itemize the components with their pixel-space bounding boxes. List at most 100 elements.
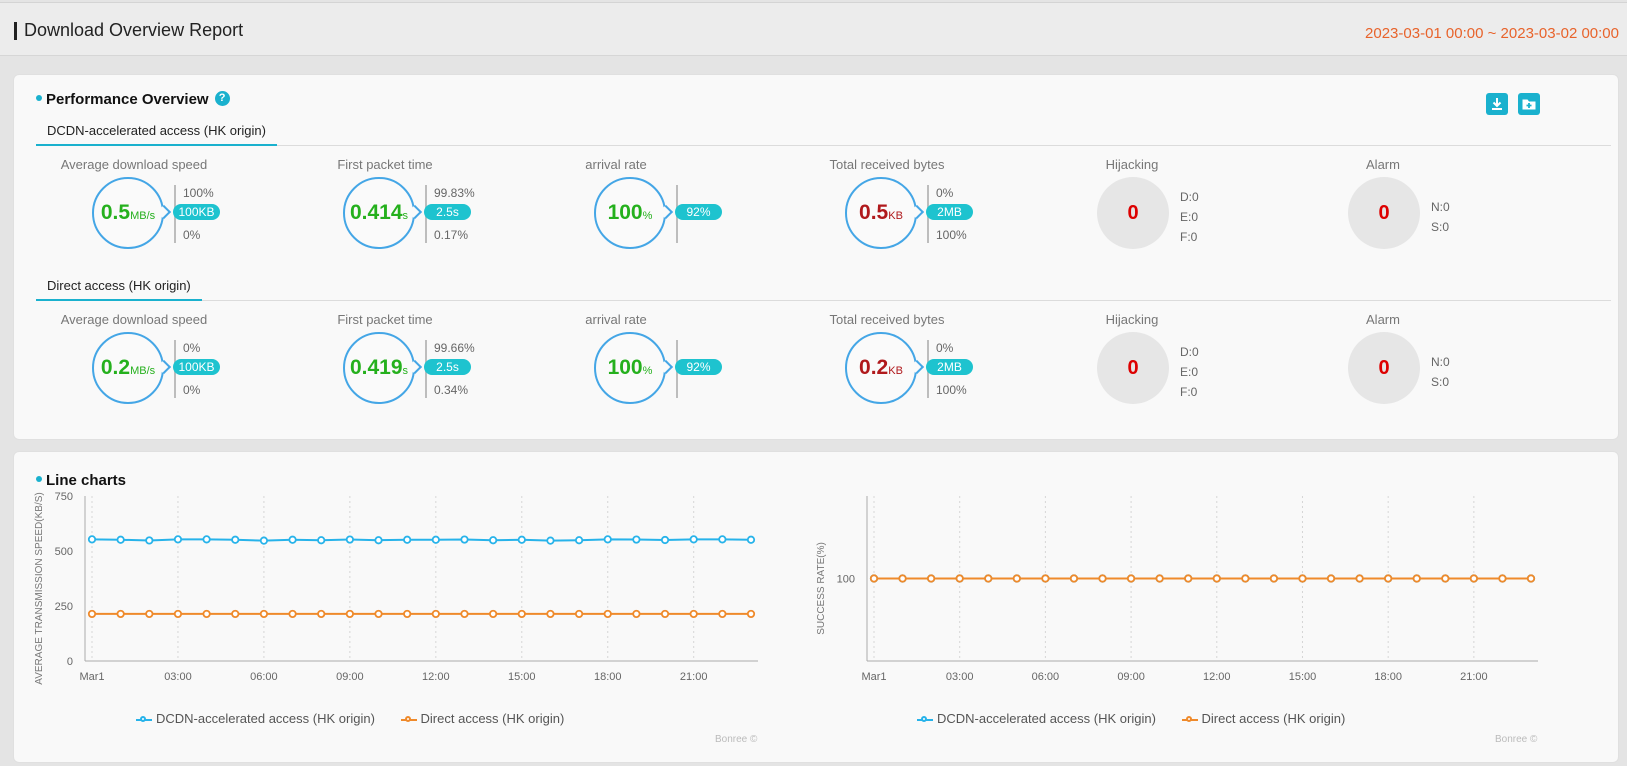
data-point: [1212, 574, 1221, 583]
page-title: Download Overview Report: [24, 20, 244, 40]
tab-dcdn-accelerated[interactable]: DCDN-accelerated access (HK origin): [36, 121, 1611, 146]
above-threshold-pct: 100%: [183, 186, 214, 200]
data-point: [317, 536, 326, 545]
section-title: Line charts: [36, 472, 126, 489]
data-point: [1041, 574, 1050, 583]
speed-bubble: 0.5MB/s: [92, 177, 172, 249]
data-point: [1441, 574, 1450, 583]
first-packet-unit: s: [402, 365, 409, 377]
line-charts-panel: Line charts 0 250 500 750 Mar1 03:00 06:00 09:0…: [13, 451, 1619, 763]
bullet-dot: [36, 95, 42, 102]
data-point: [927, 574, 936, 583]
x-tick-label: 06:00: [1032, 671, 1060, 683]
metric-label: Average download speed: [60, 312, 208, 327]
y-axis-label: SUCCESS RATE(%): [816, 542, 827, 635]
legend-item-direct[interactable]: Direct access (HK origin): [1181, 711, 1346, 726]
data-point: [403, 609, 412, 619]
speed-line-chart[interactable]: 0 250 500 750 Mar1 03:00 06:00 09:00 12:00 15:00 1…: [14, 477, 814, 717]
data-point: [87, 609, 97, 619]
speed-value: 0.2: [100, 356, 131, 379]
tab-label: DCDN-accelerated access (HK origin): [36, 121, 277, 146]
threshold-pill: 92%: [675, 359, 722, 375]
data-point: [431, 535, 440, 544]
data-point: [1298, 574, 1307, 583]
hijacking-f: F:0: [1180, 385, 1198, 399]
x-tick-label: 12:00: [422, 671, 450, 683]
first-packet-value: 0.419: [349, 356, 403, 379]
arrival-unit: %: [642, 210, 653, 222]
data-point: [718, 609, 727, 619]
metric-total-received-bytes: Total received bytes 0.5KB 0% 2MB 100%: [802, 157, 1042, 282]
first-packet-unit: s: [402, 210, 409, 222]
data-point: [1412, 574, 1421, 583]
tab-direct-access[interactable]: Direct access (HK origin): [36, 276, 1611, 301]
data-point: [1069, 574, 1079, 583]
data-point: [288, 609, 297, 619]
data-point: [517, 609, 526, 619]
bullet-dot: [36, 476, 42, 483]
bytes-unit: KB: [888, 210, 903, 222]
data-point: [431, 609, 440, 619]
data-point: [288, 535, 297, 544]
hijacking-count: 0: [1097, 177, 1169, 249]
legend-label: DCDN-accelerated access (HK origin): [937, 711, 1156, 726]
metric-average-download-speed: Average download speed 0.5MB/s 100% 100K…: [49, 157, 289, 282]
section-title: Performance Overview?: [36, 90, 230, 108]
performance-overview-panel: Performance Overview? DCDN-accelerated a…: [13, 74, 1619, 440]
date-range[interactable]: 2023-03-01 00:00 ~ 2023-03-02 00:00: [1365, 25, 1619, 42]
download-icon[interactable]: [1486, 93, 1508, 115]
hijacking-e: E:0: [1180, 210, 1199, 224]
question-icon[interactable]: ?: [214, 90, 230, 106]
above-threshold-pct: 99.66%: [434, 341, 475, 355]
metric-hijacking: Hijacking 0 D:0 E:0 F:0: [1052, 312, 1292, 437]
legend-item-dcdn[interactable]: DCDN-accelerated access (HK origin): [136, 711, 375, 726]
x-tick-label: 12:00: [1203, 671, 1231, 683]
data-point: [116, 535, 125, 544]
metric-total-received-bytes: Total received bytes 0.2KB 0% 2MB 100%: [802, 312, 1042, 437]
data-point: [489, 536, 498, 545]
metric-arrival-rate: arrival rate 100% 92%: [551, 312, 791, 437]
data-point: [1469, 574, 1478, 583]
data-point: [87, 535, 97, 544]
data-point: [1241, 574, 1250, 583]
legend-item-direct[interactable]: Direct access (HK origin): [400, 711, 564, 726]
data-point: [546, 536, 555, 545]
legend-label: Direct access (HK origin): [1201, 711, 1346, 726]
x-tick-label: 09:00: [1117, 671, 1145, 683]
metric-average-download-speed: Average download speed 0.2MB/s 0% 100KB …: [49, 312, 289, 437]
x-tick-label: 15:00: [508, 671, 536, 683]
first-packet-bubble: 0.414s: [343, 177, 423, 249]
first-packet-bubble: 0.419s: [343, 332, 423, 404]
hijacking-d: D:0: [1180, 190, 1199, 204]
threshold-pill: 2MB: [926, 204, 973, 220]
speed-bubble: 0.2MB/s: [92, 332, 172, 404]
metric-alarm: Alarm 0 N:0 S:0: [1303, 312, 1543, 437]
y-tick-label: 500: [55, 546, 73, 558]
legend-item-dcdn[interactable]: DCDN-accelerated access (HK origin): [917, 711, 1156, 726]
data-point: [1326, 574, 1336, 583]
metric-label: arrival rate: [585, 157, 647, 172]
data-point: [632, 609, 641, 619]
threshold-pill: 2MB: [926, 359, 973, 375]
metric-alarm: Alarm 0 N:0 S:0: [1303, 157, 1543, 282]
data-point: [317, 609, 326, 619]
first-packet-value: 0.414: [349, 201, 403, 224]
success-rate-line-chart[interactable]: 100 Mar1 03:00 06:00 09:00 12:00 15:00 18:00 21:…: [814, 477, 1619, 717]
metric-label: Total received bytes: [829, 157, 945, 172]
data-point: [984, 574, 993, 583]
hijacking-count: 0: [1097, 332, 1169, 404]
data-point: [403, 535, 412, 544]
speed-chart-legend: DCDN-accelerated access (HK origin) Dire…: [136, 711, 586, 726]
data-point: [1526, 574, 1536, 583]
y-tick-label: 750: [55, 491, 73, 503]
y-tick-label: 0: [67, 656, 73, 668]
metric-label: Alarm: [1366, 157, 1400, 172]
arrival-value: 100: [607, 201, 643, 224]
alarm-count: 0: [1348, 332, 1420, 404]
arrival-value: 100: [607, 356, 643, 379]
data-point: [1355, 574, 1364, 583]
watermark: Bonree ©: [715, 734, 758, 745]
export-folder-icon[interactable]: [1518, 93, 1540, 115]
metric-label: Average download speed: [60, 157, 208, 172]
legend-label: DCDN-accelerated access (HK origin): [156, 711, 375, 726]
